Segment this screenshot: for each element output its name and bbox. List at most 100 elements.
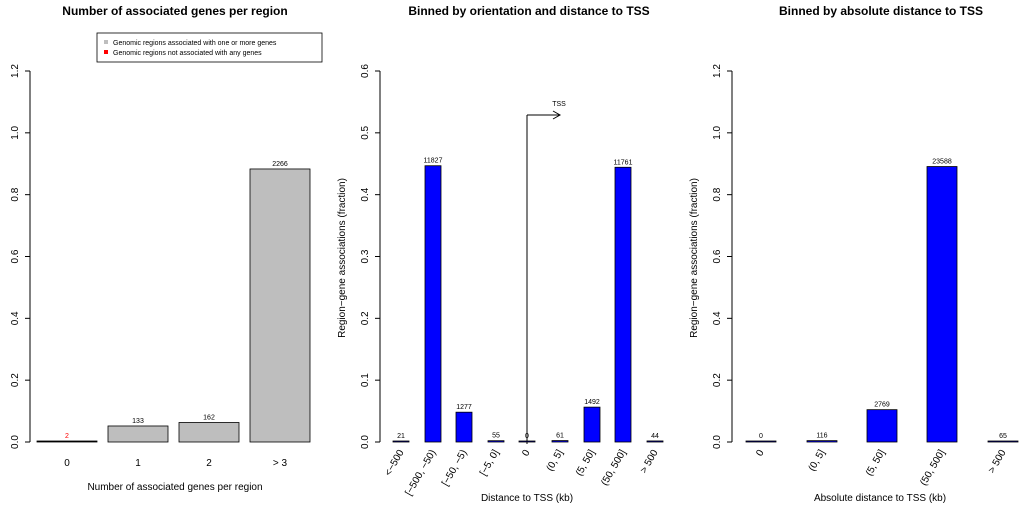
x-tick-label: (0, 5] bbox=[807, 448, 828, 473]
x-tick-label: > 500 bbox=[986, 448, 1008, 476]
x-tick-label: 2 bbox=[206, 458, 212, 469]
x-tick-label: > 3 bbox=[273, 458, 288, 469]
bar bbox=[36, 440, 98, 443]
y-tick-label: 0.6 bbox=[10, 249, 21, 263]
x-axis-title: Absolute distance to TSS (kb) bbox=[814, 493, 946, 504]
y-tick-label: 0.2 bbox=[360, 311, 371, 325]
tss-arrow-icon bbox=[552, 110, 562, 120]
y-tick-label: 0.3 bbox=[360, 249, 371, 263]
y-axis: 0.0 0.2 0.4 0.6 0.8 1.0 1.2 bbox=[712, 64, 733, 449]
tss-label: TSS bbox=[552, 101, 566, 108]
bar bbox=[249, 168, 311, 443]
y-tick-label: 1.2 bbox=[712, 64, 723, 78]
x-tick-label: (50, 500] bbox=[599, 448, 628, 488]
bars: 0 116 2769 23588 65 bbox=[745, 159, 1019, 443]
tss-marker: TSS bbox=[526, 101, 566, 444]
bar bbox=[806, 440, 838, 443]
bar-value-label: 23588 bbox=[932, 159, 952, 166]
bar bbox=[551, 440, 569, 443]
y-tick-label: 0.0 bbox=[360, 435, 371, 449]
bar bbox=[987, 440, 1019, 443]
bar bbox=[646, 440, 664, 443]
x-tick-label: 0 bbox=[64, 458, 70, 469]
bar-value-label: 61 bbox=[556, 433, 564, 440]
y-axis: 0.0 0.1 0.2 0.3 0.4 0.5 0.6 bbox=[360, 64, 381, 449]
legend-label: Genomic regions not associated with any … bbox=[113, 50, 262, 57]
y-tick-label: 0.8 bbox=[10, 187, 21, 201]
bar bbox=[392, 440, 410, 443]
bar-value-label: 65 bbox=[999, 433, 1007, 440]
legend-swatch bbox=[104, 50, 108, 54]
legend-box bbox=[96, 32, 323, 63]
legend-swatch bbox=[104, 40, 108, 44]
y-tick-label: 0.4 bbox=[10, 311, 21, 325]
x-tick-labels: 0 1 2 > 3 bbox=[64, 458, 287, 469]
bar bbox=[107, 425, 169, 443]
x-tick-label: (5, 50] bbox=[864, 448, 888, 478]
bar bbox=[424, 165, 442, 443]
legend-label: Genomic regions associated with one or m… bbox=[113, 40, 277, 47]
bar-value-label: 44 bbox=[651, 433, 659, 440]
x-tick-label: (5, 50] bbox=[574, 448, 598, 478]
y-axis: 0.0 0.2 0.4 0.6 0.8 1.0 1.2 bbox=[10, 64, 31, 449]
x-tick-labels: <−500[−500, −50) [−50, −5) [−5, 0] 0 (0, 5] (… bbox=[383, 448, 661, 498]
y-tick-label: 0.2 bbox=[712, 373, 723, 387]
bar-value-label: 11761 bbox=[614, 159, 633, 166]
bar bbox=[455, 411, 473, 443]
bar-value-label: 2266 bbox=[272, 161, 288, 168]
y-tick-label: 0.0 bbox=[712, 435, 723, 449]
x-tick-label: (0, 5] bbox=[545, 448, 566, 473]
y-tick-label: 0.0 bbox=[10, 435, 21, 449]
bar bbox=[866, 409, 898, 443]
bar bbox=[745, 440, 777, 443]
bar-value-label: 0 bbox=[759, 433, 763, 440]
y-axis-title: Region−gene associations (fraction) bbox=[337, 178, 348, 338]
x-tick-label: (50, 500] bbox=[918, 448, 947, 488]
x-tick-labels: 0 (0, 5] (5, 50] (50, 500] > 500 bbox=[754, 448, 1009, 488]
y-tick-label: 0.6 bbox=[360, 64, 371, 78]
bar bbox=[926, 166, 958, 443]
x-axis-title: Number of associated genes per region bbox=[87, 482, 262, 493]
bar-value-label: 133 bbox=[132, 418, 144, 425]
legend: Genomic regions associated with one or m… bbox=[96, 32, 323, 63]
x-axis-title: Distance to TSS (kb) bbox=[481, 493, 573, 504]
y-tick-label: 0.4 bbox=[712, 311, 723, 325]
chart-title: Number of associated genes per region bbox=[62, 4, 287, 18]
x-tick-label: [−500, −50) bbox=[403, 448, 438, 498]
y-tick-label: 0.1 bbox=[360, 373, 371, 387]
x-tick-label: <−500 bbox=[383, 448, 407, 478]
bar bbox=[614, 166, 632, 443]
y-tick-label: 1.2 bbox=[10, 64, 21, 78]
x-tick-label: 0 bbox=[520, 448, 533, 459]
bar-value-label: 2 bbox=[65, 433, 69, 440]
chart-title: Binned by absolute distance to TSS bbox=[779, 4, 983, 18]
bar-value-label: 55 bbox=[492, 433, 500, 440]
x-tick-label: 0 bbox=[754, 448, 767, 459]
panel-genes-per-region: Number of associated genes per region 0.… bbox=[10, 4, 323, 493]
panel-orientation-distance: Binned by orientation and distance to TS… bbox=[337, 4, 664, 504]
x-tick-label: > 500 bbox=[638, 448, 660, 476]
bars: 2 133 162 2266 bbox=[36, 161, 311, 443]
x-tick-label: [−50, −5) bbox=[440, 448, 470, 488]
y-tick-label: 0.5 bbox=[360, 125, 371, 139]
bar-value-label: 11827 bbox=[424, 158, 443, 165]
y-tick-label: 0.4 bbox=[360, 187, 371, 201]
bar-value-label: 1277 bbox=[456, 404, 472, 411]
bar bbox=[178, 422, 240, 443]
bar bbox=[487, 440, 505, 443]
panel-absolute-distance: Binned by absolute distance to TSS 0.0 0.… bbox=[689, 4, 1019, 504]
bar bbox=[518, 440, 536, 443]
bar bbox=[583, 406, 601, 443]
y-tick-label: 1.0 bbox=[712, 125, 723, 139]
bar-value-label: 0 bbox=[525, 433, 529, 440]
bar-value-label: 162 bbox=[203, 414, 215, 421]
x-tick-label: 1 bbox=[135, 458, 141, 469]
bar-value-label: 1492 bbox=[584, 399, 600, 406]
y-tick-label: 0.6 bbox=[712, 249, 723, 263]
y-axis-title: Region−gene associations (fraction) bbox=[689, 178, 700, 338]
chart-title: Binned by orientation and distance to TS… bbox=[408, 4, 649, 18]
bar-value-label: 116 bbox=[816, 433, 827, 440]
x-tick-label: [−5, 0] bbox=[478, 448, 502, 478]
y-tick-label: 1.0 bbox=[10, 125, 21, 139]
